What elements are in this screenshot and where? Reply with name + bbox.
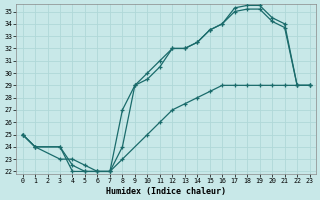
X-axis label: Humidex (Indice chaleur): Humidex (Indice chaleur) bbox=[106, 187, 226, 196]
